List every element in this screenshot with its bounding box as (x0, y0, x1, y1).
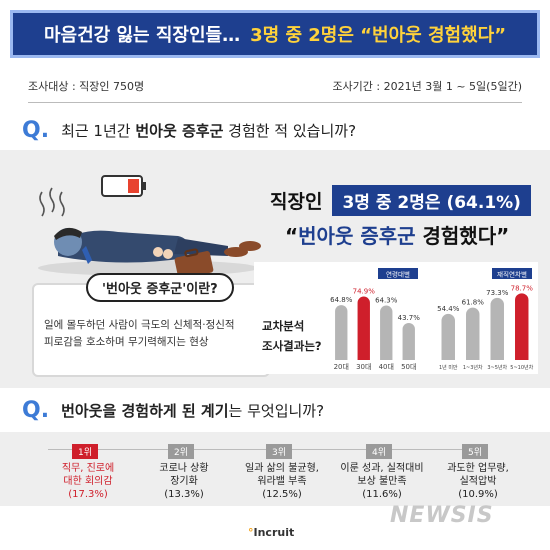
category-label: 1년 미만 (439, 364, 458, 371)
result-box-text: 3명 중 2명은 (342, 193, 441, 213)
reason-text: 과도한 업무량, 실적압박 (10.9%) (432, 462, 524, 501)
chart-bar (402, 322, 415, 360)
reason-line: (10.9%) (458, 489, 498, 500)
bar-value-label: 61.8% (462, 299, 485, 307)
reason-line: 워라밸 부족 (257, 476, 307, 487)
q1-text-bold: 번아웃 증후군 (135, 122, 224, 140)
reason-line: (12.5%) (262, 489, 302, 500)
reason-line: 대한 회의감 (63, 476, 113, 487)
chart-bar (441, 313, 455, 360)
chart-tag-bg (378, 268, 418, 279)
definition-title: '번아웃 증후군'이란? (86, 273, 234, 302)
reason-text: 일과 삶의 불균형, 워라밸 부족 (12.5%) (236, 462, 328, 501)
header-banner: 마음건강 잃는 직장인들… 3명 중 2명은 “번아웃 경험했다” (10, 10, 540, 58)
result-box: 3명 중 2명은 (64.1%) (332, 185, 531, 216)
rank-divider (48, 449, 478, 450)
question-1: Q. 최근 1년간 번아웃 증후군 경험한 적 있습니까? (22, 118, 356, 143)
header-title-left: 마음건강 잃는 직장인들… (43, 25, 241, 46)
question-1-text: 최근 1년간 번아웃 증후군 경험한 적 있습니까? (61, 120, 356, 141)
bar-charts: 연령대별 64.8% 20대 74.9% 30대 64.3% 40대 43.7% 50대 재직연차… (330, 268, 534, 371)
chart-bar (380, 305, 393, 360)
result-headline: 직장인 3명 중 2명은 (64.1%) (270, 185, 531, 216)
result-label: 직장인 (270, 191, 323, 213)
reason-line: 보상 불만족 (357, 476, 407, 487)
burnout-term: 번아웃 증후군 (298, 224, 416, 248)
category-label: 30대 (356, 363, 371, 371)
q-mark: Q. (22, 118, 50, 143)
chart-title: 연령대별 (386, 270, 410, 279)
category-label: 5~10년차 (510, 364, 533, 371)
category-label: 3~5년차 (487, 364, 507, 371)
rank-badge: 4위 (366, 444, 393, 459)
incruit-logo: °Incruit (248, 526, 295, 539)
stress-lines-icon (39, 187, 65, 217)
newsis-watermark: NEWSIS (390, 503, 494, 528)
exhausted-worker-illustration (38, 175, 261, 279)
q2-text-bold: 번아웃을 경험하게 된 계기 (61, 402, 229, 420)
result-subheadline: “번아웃 증후군 경험했다” (285, 220, 509, 249)
bar-value-label: 78.7% (511, 284, 534, 292)
reason-line: 실적압박 (459, 476, 497, 487)
result-percentage: (64.1%) (446, 193, 521, 213)
chart-bar (335, 305, 348, 360)
question-2: Q. 번아웃을 경험하게 된 계기는 무엇입니까? (22, 398, 324, 423)
chart-title: 재직연차별 (497, 270, 527, 279)
header-title-right: 3명 중 2명은 “번아웃 경험했다” (250, 25, 507, 46)
category-label: 40대 (379, 363, 394, 371)
survey-target: 조사대상 : 직장인 750명 (28, 80, 145, 93)
reason-line: 과도한 업무량, (447, 463, 509, 474)
chart-bar (490, 297, 504, 360)
chart-bar (357, 296, 370, 360)
reason-line: 이룬 성과, 실적대비 (340, 463, 424, 474)
definition-text: 일에 몰두하던 사람이 극도의 신체적·정신적 피로감을 호소하며 무기력해지는… (44, 317, 264, 351)
definition-line-1: 일에 몰두하던 사람이 극도의 신체적·정신적 (44, 319, 235, 331)
category-label: 50대 (401, 363, 416, 371)
survey-info: 조사대상 : 직장인 750명 조사기간 : 2021년 3월 1 ~ 5일(5… (28, 72, 522, 103)
chart-tag-bg (492, 268, 532, 279)
chart-bar (515, 293, 529, 360)
survey-period: 조사기간 : 2021년 3월 1 ~ 5일(5일간) (332, 80, 522, 93)
definition-box: '번아웃 증후군'이란? 일에 몰두하던 사람이 극도의 신체적·정신적 피로감… (32, 273, 270, 377)
q2-text-post: 는 무엇입니까? (228, 402, 325, 420)
reason-line: (13.3%) (164, 489, 204, 500)
cross-analysis-line-1: 교차분석 (262, 319, 305, 333)
bar-value-label: 74.9% (353, 288, 376, 296)
rank-badge: 5위 (462, 444, 489, 459)
logo-text: Incruit (253, 526, 295, 539)
category-label: 1~3년차 (463, 364, 483, 371)
reason-line: (17.3%) (68, 489, 108, 500)
category-label: 20대 (334, 363, 349, 371)
rank-badge: 2위 (168, 444, 195, 459)
cross-analysis-label: 교차분석 조사결과는? (262, 316, 322, 356)
q1-text-pre: 최근 1년간 (61, 122, 136, 140)
q1-text-post: 경험한 적 있습니까? (223, 122, 357, 140)
bar-value-label: 43.7% (398, 314, 421, 322)
reason-line: 코로나 상황 (159, 463, 209, 474)
quote-rest: 경험했다” (415, 224, 510, 248)
rank-badge: 3위 (266, 444, 293, 459)
quote-open: “ (285, 224, 299, 248)
reason-line: (11.6%) (362, 489, 402, 500)
question-2-text: 번아웃을 경험하게 된 계기는 무엇입니까? (61, 400, 324, 421)
reason-line: 장기화 (170, 476, 198, 487)
bar-value-label: 64.3% (375, 297, 398, 305)
q-mark-2: Q. (22, 398, 50, 423)
definition-line-2: 피로감을 호소하며 무기력해지는 현상 (44, 336, 209, 348)
low-battery-icon (101, 175, 146, 197)
rank-badge: 1위 (72, 444, 99, 459)
bar-value-label: 64.8% (330, 296, 353, 304)
reason-line: 직무, 진로에 (61, 463, 115, 474)
reason-line: 일과 삶의 불균형, (245, 463, 319, 474)
cross-analysis-line-2: 조사결과는? (262, 339, 322, 353)
bar-value-label: 73.3% (486, 289, 509, 297)
bar-value-label: 54.4% (437, 305, 460, 313)
briefcase-icon (174, 248, 214, 279)
chart-bar (466, 307, 480, 360)
